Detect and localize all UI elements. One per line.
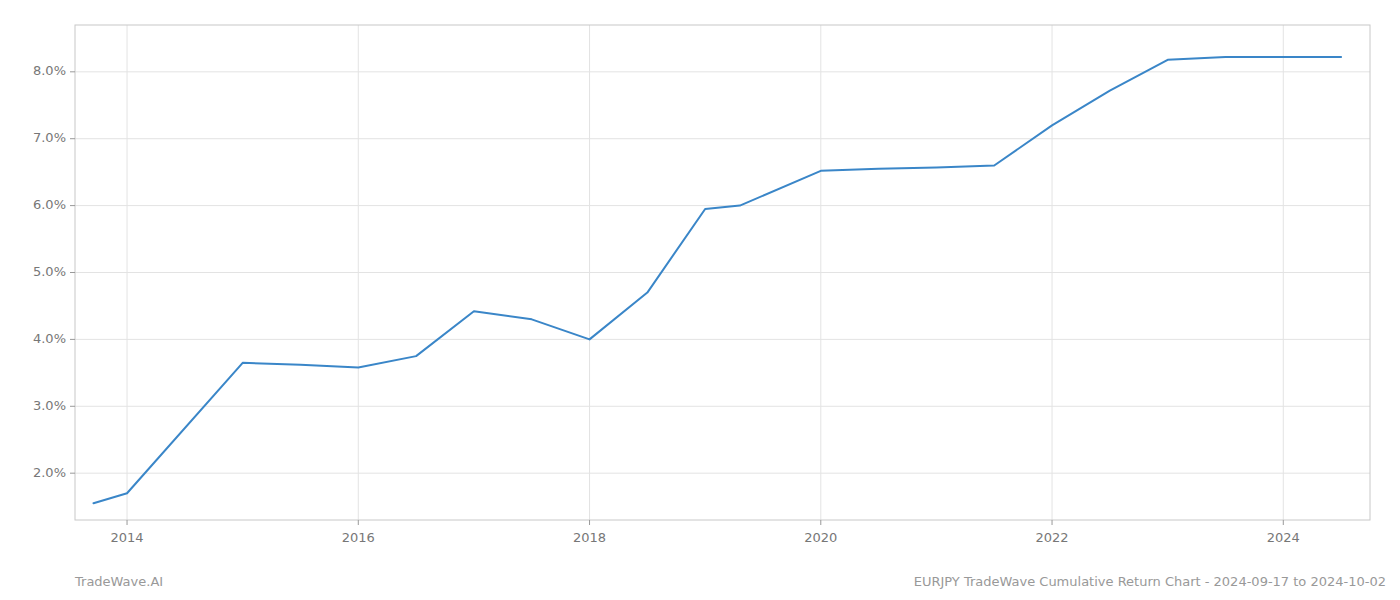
- grid-line-x: [1052, 25, 1053, 520]
- footer-left: TradeWave.AI: [74, 574, 163, 589]
- grid-line-y: [75, 339, 1370, 340]
- x-tick-label: 2024: [1267, 530, 1300, 545]
- y-tick-label: 4.0%: [33, 331, 66, 346]
- y-tick: [70, 71, 75, 72]
- y-tick: [70, 138, 75, 139]
- grid-line-x: [127, 25, 128, 520]
- footer-right: EURJPY TradeWave Cumulative Return Chart…: [914, 574, 1386, 589]
- x-tick: [820, 520, 821, 525]
- y-tick-label: 6.0%: [33, 197, 66, 212]
- x-tick: [1283, 520, 1284, 525]
- grid: [75, 25, 1370, 520]
- grid-line-x: [820, 25, 821, 520]
- y-tick-label: 2.0%: [33, 465, 66, 480]
- grid-line-y: [75, 71, 1370, 72]
- grid-line-x: [1283, 25, 1284, 520]
- grid-line-x: [358, 25, 359, 520]
- axes: 2.0% 3.0% 4.0% 5.0% 6.0% 7.0% 8.0% 2014 2016 2018…: [33, 63, 1300, 545]
- y-tick-label: 5.0%: [33, 264, 66, 279]
- x-tick: [1052, 520, 1053, 525]
- x-tick-label: 2020: [804, 530, 837, 545]
- x-tick-label: 2018: [573, 530, 606, 545]
- y-tick: [70, 339, 75, 340]
- page: {"chart_data": {"type": "line", "x": [20…: [0, 0, 1400, 600]
- y-tick: [70, 473, 75, 474]
- plot-frame: [75, 25, 1370, 520]
- y-tick-label: 3.0%: [33, 398, 66, 413]
- plot-area: [94, 57, 1342, 503]
- y-tick: [70, 205, 75, 206]
- series-line: [94, 57, 1342, 503]
- grid-line-x: [589, 25, 590, 520]
- x-tick: [358, 520, 359, 525]
- y-tick: [70, 406, 75, 407]
- y-tick-label: 8.0%: [33, 63, 66, 78]
- x-tick: [127, 520, 128, 525]
- x-tick: [589, 520, 590, 525]
- grid-line-y: [75, 473, 1370, 474]
- grid-line-y: [75, 205, 1370, 206]
- x-tick-label: 2022: [1035, 530, 1068, 545]
- x-tick-label: 2014: [110, 530, 143, 545]
- chart: 2.0% 3.0% 4.0% 5.0% 6.0% 7.0% 8.0% 2014 2016 2018…: [0, 0, 1400, 600]
- y-tick: [70, 272, 75, 273]
- y-tick-label: 7.0%: [33, 130, 66, 145]
- grid-line-y: [75, 272, 1370, 273]
- grid-line-y: [75, 138, 1370, 139]
- grid-line-y: [75, 406, 1370, 407]
- x-tick-label: 2016: [342, 530, 375, 545]
